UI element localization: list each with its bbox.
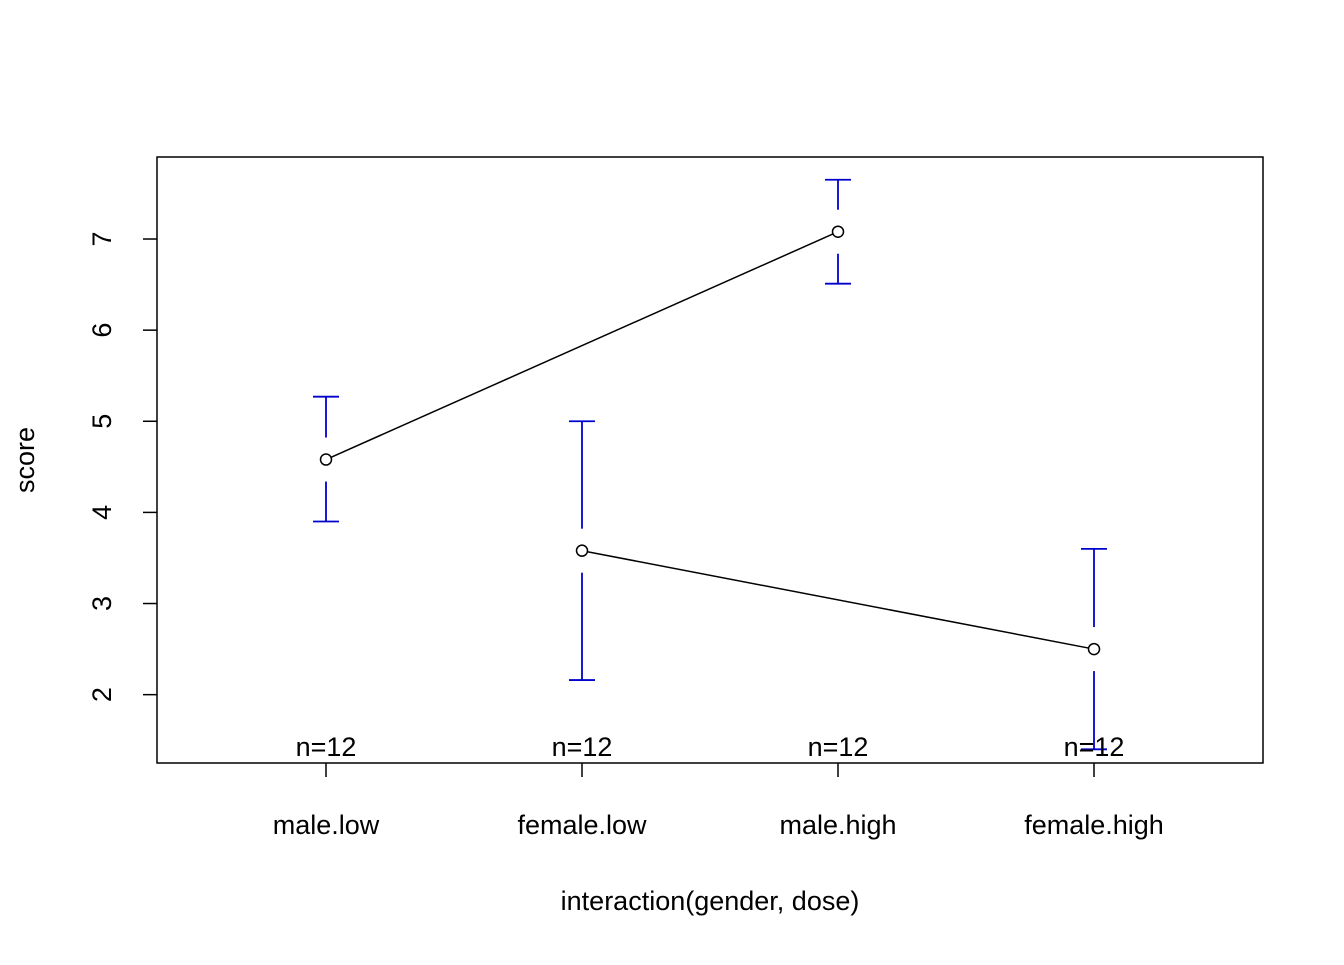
y-axis-label: score bbox=[10, 427, 40, 493]
series-line bbox=[587, 550, 1089, 649]
x-tick-label: female.low bbox=[517, 810, 647, 840]
x-axis: male.low female.low male.high female.high bbox=[273, 763, 1164, 840]
data-point bbox=[575, 544, 589, 557]
y-tick-label: 2 bbox=[87, 687, 117, 702]
series-line bbox=[330, 233, 834, 458]
x-tick-label: male.low bbox=[273, 810, 380, 840]
n-label: n=12 bbox=[808, 732, 869, 762]
y-tick-label: 6 bbox=[87, 323, 117, 338]
y-tick-label: 4 bbox=[87, 505, 117, 520]
n-label: n=12 bbox=[552, 732, 613, 762]
y-tick-label: 3 bbox=[87, 596, 117, 611]
series-lines bbox=[330, 233, 1089, 649]
x-axis-label: interaction(gender, dose) bbox=[561, 886, 860, 916]
data-point bbox=[1087, 642, 1101, 656]
data-point bbox=[319, 453, 333, 466]
y-tick-label: 5 bbox=[87, 414, 117, 429]
y-axis: 2 3 4 5 6 7 bbox=[87, 231, 157, 702]
y-tick-label: 7 bbox=[87, 231, 117, 246]
x-tick-label: female.high bbox=[1024, 810, 1164, 840]
plot-frame bbox=[156, 156, 1264, 764]
n-labels: n=12 n=12 n=12 n=12 bbox=[296, 732, 1125, 762]
n-label: n=12 bbox=[1064, 732, 1125, 762]
data-point bbox=[831, 225, 845, 238]
data-points bbox=[319, 225, 1101, 656]
error-bars bbox=[313, 178, 1107, 751]
n-label: n=12 bbox=[296, 732, 357, 762]
x-tick-label: male.high bbox=[779, 810, 896, 840]
